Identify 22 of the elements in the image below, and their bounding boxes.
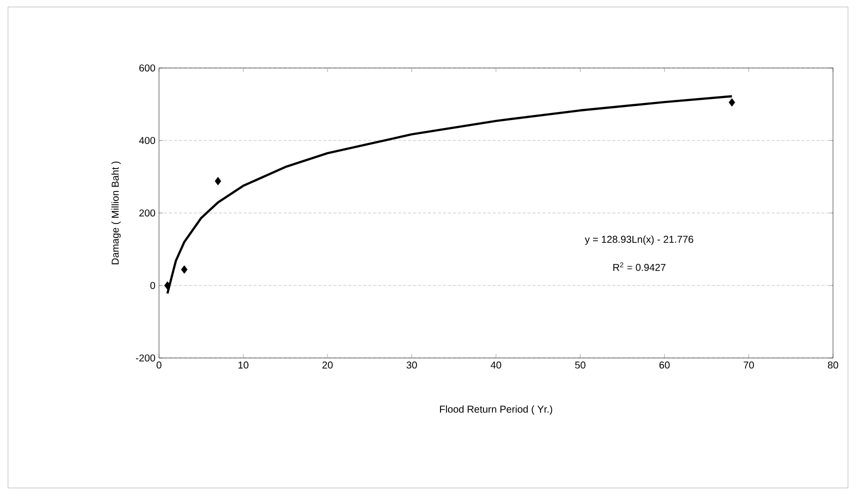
x-tick-label: 30: [406, 362, 417, 369]
y-tick-label: 400: [139, 136, 156, 144]
y-tick-label: 200: [139, 209, 156, 217]
y-axis-title: Damage ( Million Baht ): [111, 162, 121, 264]
x-tick-label: 40: [490, 362, 502, 369]
x-tick-label: 70: [744, 362, 754, 369]
point: [164, 281, 171, 290]
point: [214, 176, 222, 186]
annotation: R$^{2}$ = 0.9427: [613, 262, 666, 271]
y-tick-label: -200: [136, 354, 156, 362]
y-tick-label: 600: [139, 64, 156, 72]
y-tick-label: 0: [150, 282, 156, 290]
point: [181, 265, 188, 274]
x-tick-label: 60: [659, 362, 670, 369]
x-tick-label: 0: [156, 362, 162, 369]
point: [728, 98, 736, 107]
annotation: y = 128.93Ln(x) - 21.776: [584, 236, 694, 245]
x-tick-label: 50: [575, 362, 586, 369]
x-tick-label: 10: [238, 362, 248, 369]
x-axis-title: Flood Return Period ( Yr.): [440, 405, 552, 415]
x-tick-label: 20: [322, 362, 333, 369]
x-tick-label: 80: [828, 362, 838, 369]
